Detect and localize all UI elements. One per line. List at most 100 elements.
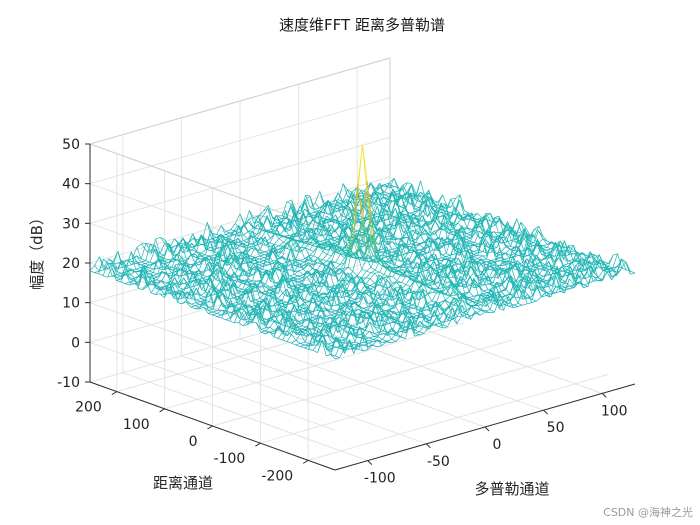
surface-edge bbox=[131, 247, 138, 259]
surface-edge bbox=[274, 244, 279, 247]
surface-edge bbox=[244, 218, 250, 226]
surface-edge bbox=[520, 221, 526, 229]
surface-edge bbox=[330, 214, 336, 221]
surface-edge bbox=[223, 278, 229, 283]
surface-edge bbox=[368, 255, 374, 259]
surface-edge bbox=[318, 257, 323, 260]
surface-edge bbox=[441, 242, 447, 248]
surface-edge bbox=[369, 194, 375, 204]
surface-edge bbox=[397, 222, 403, 226]
surface-edge bbox=[464, 239, 470, 246]
surface-edge bbox=[290, 248, 296, 266]
surface-edge bbox=[387, 199, 392, 202]
surface-edge bbox=[243, 268, 249, 280]
surface-edge bbox=[256, 314, 262, 330]
surface-edge bbox=[284, 264, 290, 279]
surface-edge bbox=[468, 218, 473, 221]
surface-edge bbox=[213, 286, 219, 291]
surface-edge bbox=[325, 266, 331, 271]
surface-edge bbox=[347, 235, 353, 239]
surface-edge bbox=[217, 313, 222, 316]
surface-edge bbox=[239, 308, 245, 311]
surface-edge bbox=[335, 249, 341, 255]
surface-edge bbox=[420, 259, 426, 269]
surface-edge bbox=[281, 201, 288, 216]
surface-edge bbox=[406, 224, 412, 239]
surface-edge bbox=[310, 272, 316, 287]
surface-edge bbox=[256, 265, 262, 281]
surface-edge bbox=[237, 238, 243, 248]
surface-edge bbox=[244, 210, 250, 225]
surface-edge bbox=[298, 268, 304, 272]
surface-edge bbox=[191, 242, 197, 252]
surface-edge bbox=[357, 220, 363, 255]
surface-edge bbox=[330, 250, 337, 263]
surface-edge bbox=[339, 222, 345, 228]
surface-edge bbox=[215, 266, 222, 281]
surface-edge bbox=[433, 200, 439, 203]
surface-edge bbox=[379, 262, 385, 273]
surface-edge bbox=[217, 248, 223, 252]
surface-edge bbox=[290, 206, 296, 221]
surface-edge bbox=[291, 234, 297, 247]
surface-edge bbox=[255, 282, 261, 292]
surface-edge bbox=[229, 234, 235, 237]
surface-edge bbox=[506, 224, 512, 241]
surface-edge bbox=[335, 219, 340, 224]
surface-edge bbox=[399, 211, 405, 218]
surface-edge bbox=[388, 227, 394, 236]
surface-edge bbox=[388, 267, 394, 277]
surface-edge bbox=[221, 313, 227, 316]
surface-edge bbox=[322, 245, 328, 252]
surface-edge bbox=[404, 204, 410, 220]
surface-edge bbox=[339, 262, 345, 265]
surface-edge bbox=[221, 317, 226, 320]
surface-edge bbox=[259, 254, 265, 257]
surface-edge bbox=[267, 269, 272, 271]
surface-edge bbox=[270, 315, 276, 319]
surface-edge bbox=[430, 220, 436, 223]
surface-edge bbox=[232, 282, 238, 293]
surface-edge bbox=[460, 228, 466, 243]
surface-edge bbox=[202, 222, 208, 239]
surface-edge bbox=[178, 287, 184, 290]
surface-edge bbox=[137, 273, 144, 289]
surface-edge bbox=[216, 309, 223, 314]
surface-edge bbox=[209, 240, 215, 256]
surface-edge bbox=[500, 237, 506, 247]
surface-edge bbox=[277, 284, 283, 294]
surface-edge bbox=[141, 258, 146, 261]
surface-edge bbox=[321, 262, 327, 267]
surface-edge bbox=[234, 280, 239, 283]
surface-edge bbox=[327, 200, 333, 213]
surface-edge bbox=[198, 269, 204, 279]
surface-edge bbox=[189, 263, 195, 271]
surface-edge bbox=[281, 242, 288, 258]
surface-edge bbox=[447, 222, 453, 240]
surface-edge bbox=[393, 222, 399, 238]
surface-edge bbox=[327, 213, 333, 216]
surface-edge bbox=[412, 262, 418, 272]
surface-edge bbox=[359, 246, 365, 257]
surface-edge bbox=[153, 262, 159, 269]
surface-edge bbox=[417, 210, 424, 220]
surface-edge bbox=[340, 301, 346, 304]
surface-edge bbox=[504, 252, 510, 256]
surface-edge bbox=[303, 269, 309, 274]
surface-edge bbox=[386, 200, 393, 212]
surface-edge bbox=[230, 312, 236, 315]
surface-edge bbox=[407, 218, 413, 234]
surface-edge bbox=[286, 240, 292, 243]
surface-edge bbox=[234, 213, 241, 224]
surface-edge bbox=[228, 282, 234, 291]
surface-edge bbox=[243, 311, 249, 316]
surface-edge bbox=[381, 208, 387, 211]
surface-edge bbox=[341, 288, 347, 298]
surface-edge bbox=[358, 217, 364, 220]
surface-edge bbox=[340, 199, 347, 205]
surface-edge bbox=[191, 251, 197, 257]
surface-edge bbox=[299, 261, 305, 265]
surface-edge bbox=[205, 247, 211, 250]
surface-edge bbox=[250, 300, 255, 304]
surface-edge bbox=[322, 203, 328, 219]
